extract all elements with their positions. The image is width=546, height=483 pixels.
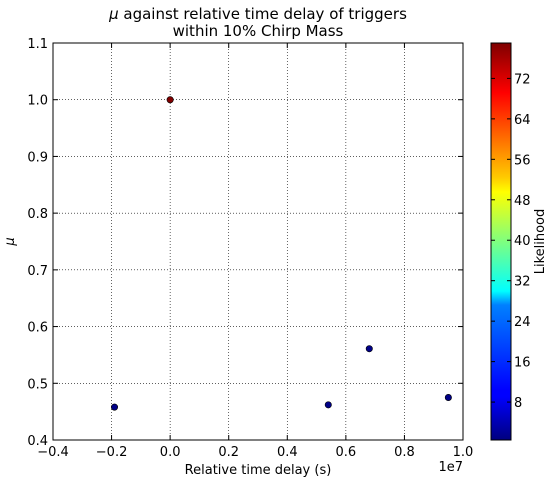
data-point bbox=[166, 96, 174, 104]
x-axis-offset-label: 1e7 bbox=[438, 460, 463, 475]
data-point bbox=[365, 345, 373, 353]
x-tick-label: 0.6 bbox=[336, 445, 357, 460]
x-tick-label: −0.4 bbox=[37, 445, 69, 460]
colorbar-tick-label: 40 bbox=[514, 234, 531, 249]
y-tick-label: 0.8 bbox=[27, 207, 48, 222]
grid-lines bbox=[52, 42, 464, 441]
data-point bbox=[111, 403, 119, 411]
colorbar-tick-label: 64 bbox=[514, 113, 531, 128]
colorbar-tick-label: 24 bbox=[514, 315, 531, 330]
plot-area bbox=[52, 42, 464, 441]
title-line: within 10% Chirp Mass bbox=[173, 22, 344, 40]
x-axis-label: Relative time delay (s) bbox=[185, 463, 332, 478]
colorbar-tick-label: 8 bbox=[514, 396, 522, 411]
y-tick-label: 1.1 bbox=[27, 37, 48, 52]
x-tick-label: 0.4 bbox=[277, 445, 298, 460]
y-tick-label: 0.5 bbox=[27, 377, 48, 392]
data-point bbox=[444, 393, 452, 401]
y-tick-label: 0.6 bbox=[27, 321, 48, 336]
title-line: μ against relative time delay of trigger… bbox=[108, 5, 407, 23]
colorbar-label: Likelihood bbox=[533, 209, 546, 275]
x-tick-label: 1.0 bbox=[453, 445, 474, 460]
y-tick-label: 0.4 bbox=[27, 434, 48, 449]
colorbar-tick-label: 16 bbox=[514, 356, 531, 371]
colorbar-tick-label: 56 bbox=[514, 153, 531, 168]
y-tick-label: 1.0 bbox=[27, 94, 48, 109]
chart-title: μ against relative time delay of trigger… bbox=[108, 5, 407, 40]
y-tick-label: 0.7 bbox=[27, 264, 48, 279]
x-tick-label: −0.2 bbox=[96, 445, 128, 460]
y-tick-label: 0.9 bbox=[27, 150, 48, 165]
colorbar-gradient bbox=[490, 42, 512, 441]
colorbar-tick-label: 32 bbox=[514, 275, 531, 290]
axis-ticks: −0.4 −0.2 0.0 0.2 0.4 0.6 0.8 1.0 0.4 0.5 0.6 0.7 0.… bbox=[27, 37, 473, 460]
y-axis-label: μ bbox=[3, 237, 18, 246]
data-point bbox=[324, 401, 332, 409]
colorbar: 8 16 24 32 40 48 56 64 72 bbox=[490, 42, 531, 441]
colorbar-tick-label: 72 bbox=[514, 72, 531, 87]
x-tick-label: 0.8 bbox=[394, 445, 415, 460]
x-tick-label: 0.0 bbox=[160, 445, 181, 460]
x-tick-label: 0.2 bbox=[218, 445, 239, 460]
data-points bbox=[111, 96, 452, 411]
colorbar-tick-label: 48 bbox=[514, 194, 531, 209]
